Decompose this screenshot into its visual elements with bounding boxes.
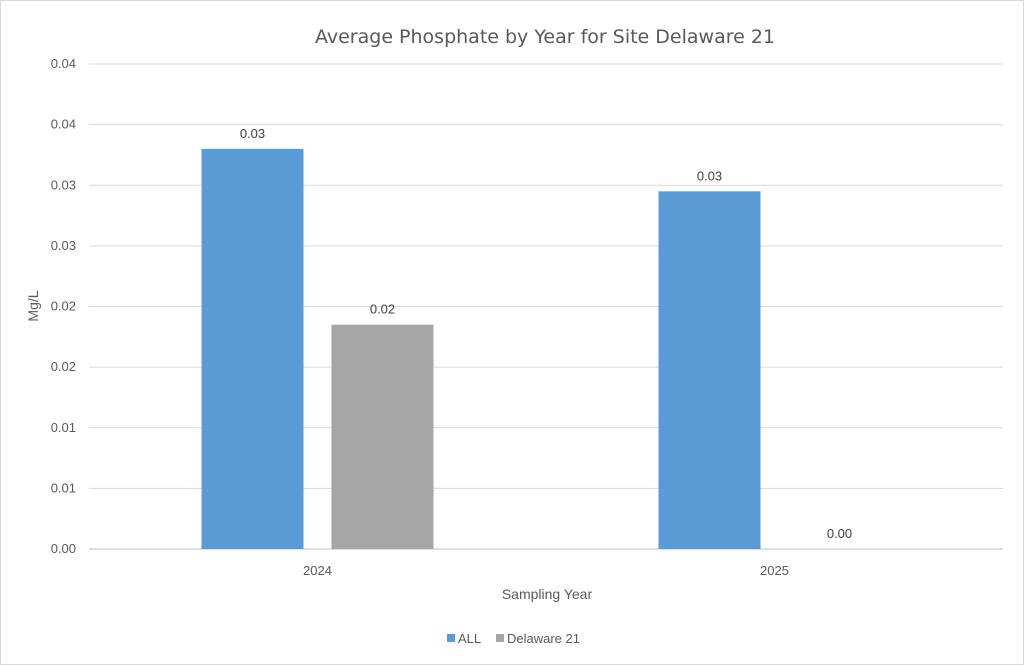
y-tick-label: 0.01 <box>51 480 76 495</box>
y-tick-label: 0.01 <box>51 420 76 435</box>
y-tick-label: 0.03 <box>51 177 76 192</box>
y-tick-label: 0.03 <box>51 238 76 253</box>
y-tick-label: 0.02 <box>51 359 76 374</box>
x-axis-title: Sampling Year <box>502 586 593 602</box>
y-axis-ticks: 0.00 0.01 0.01 0.02 0.02 0.03 0.03 0.04 0.04 <box>51 56 76 556</box>
x-axis-ticks: 2024 2025 <box>303 563 789 578</box>
y-tick-label: 0.04 <box>51 117 76 132</box>
legend-label: Delaware 21 <box>507 631 580 646</box>
data-label: 0.03 <box>697 168 722 183</box>
legend-swatch-delaware-21 <box>496 634 504 642</box>
legend: ALL Delaware 21 <box>447 631 580 646</box>
legend-swatch-all <box>447 634 455 642</box>
y-axis-title: Mg/L <box>25 290 41 321</box>
y-tick-label: 0.04 <box>51 56 76 71</box>
y-tick-label: 0.00 <box>51 541 76 556</box>
bar-all-2025 <box>658 191 761 549</box>
data-label: 0.00 <box>827 526 852 541</box>
bar-all-2024 <box>201 148 304 549</box>
legend-label: ALL <box>458 631 481 646</box>
chart-title: Average Phosphate by Year for Site Delaw… <box>315 26 775 48</box>
x-tick-label: 2025 <box>760 563 789 578</box>
y-tick-label: 0.02 <box>51 299 76 314</box>
data-label: 0.03 <box>240 126 265 141</box>
x-tick-label: 2024 <box>303 563 332 578</box>
bar-delaware-21-2024 <box>331 324 434 549</box>
data-label: 0.02 <box>370 302 395 317</box>
bars: 0.03 0.02 0.03 0.00 <box>201 126 852 549</box>
